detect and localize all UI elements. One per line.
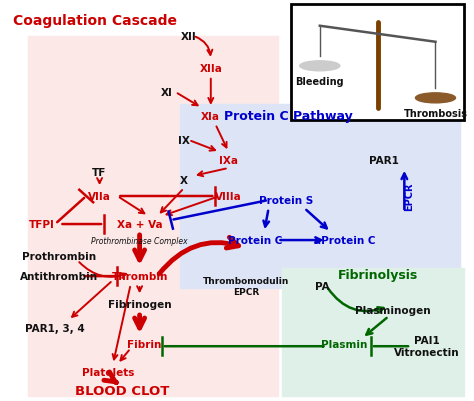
Bar (282, 268, 465, 396)
Text: Platelets: Platelets (82, 367, 135, 377)
Bar (291, 5, 465, 121)
Text: Antithrombin: Antithrombin (20, 271, 99, 282)
Text: Xa + Va: Xa + Va (117, 219, 163, 229)
Text: Prothrombinase Complex: Prothrombinase Complex (91, 236, 188, 245)
Text: PAR1: PAR1 (369, 156, 399, 166)
Text: Plasminogen: Plasminogen (356, 306, 431, 315)
Text: Coagulation Cascade: Coagulation Cascade (13, 14, 177, 28)
Text: Thrombomodulin
EPCR: Thrombomodulin EPCR (203, 277, 290, 296)
Text: EPCR: EPCR (404, 182, 414, 211)
Bar (28, 36, 278, 396)
Text: XII: XII (181, 32, 196, 42)
Text: Fibrin: Fibrin (127, 339, 161, 349)
Text: Fibrinolysis: Fibrinolysis (337, 268, 418, 281)
Text: Protein C: Protein C (228, 235, 283, 245)
Text: XIIa: XIIa (200, 64, 222, 74)
Text: TFPI: TFPI (29, 219, 55, 229)
Text: PAI1
Vitronectin: PAI1 Vitronectin (394, 336, 459, 357)
Text: Thrombin: Thrombin (111, 271, 168, 282)
Ellipse shape (416, 93, 456, 103)
Text: BLOOD CLOT: BLOOD CLOT (74, 384, 169, 397)
Bar (180, 105, 460, 288)
Text: Thrombosis: Thrombosis (403, 109, 467, 119)
Text: XI: XI (160, 87, 172, 97)
Text: TF: TF (92, 168, 107, 178)
Text: IXa: IXa (219, 156, 238, 166)
Text: Protein C Pathway: Protein C Pathway (224, 110, 353, 123)
Ellipse shape (300, 62, 340, 72)
Text: Plasmin: Plasmin (321, 339, 367, 349)
Text: PAR1, 3, 4: PAR1, 3, 4 (25, 323, 85, 333)
Text: VIIIa: VIIIa (215, 192, 242, 201)
Text: aProtein C: aProtein C (313, 235, 375, 245)
Text: Bleeding: Bleeding (295, 77, 344, 87)
Text: Protein S: Protein S (259, 196, 314, 205)
Text: XIa: XIa (201, 111, 220, 122)
Text: X: X (180, 176, 188, 186)
Text: Fibrinogen: Fibrinogen (108, 300, 172, 310)
Text: VIIa: VIIa (88, 192, 111, 201)
Text: Prothrombin: Prothrombin (22, 251, 97, 261)
Text: IX: IX (178, 136, 190, 146)
Text: PA: PA (315, 282, 329, 292)
